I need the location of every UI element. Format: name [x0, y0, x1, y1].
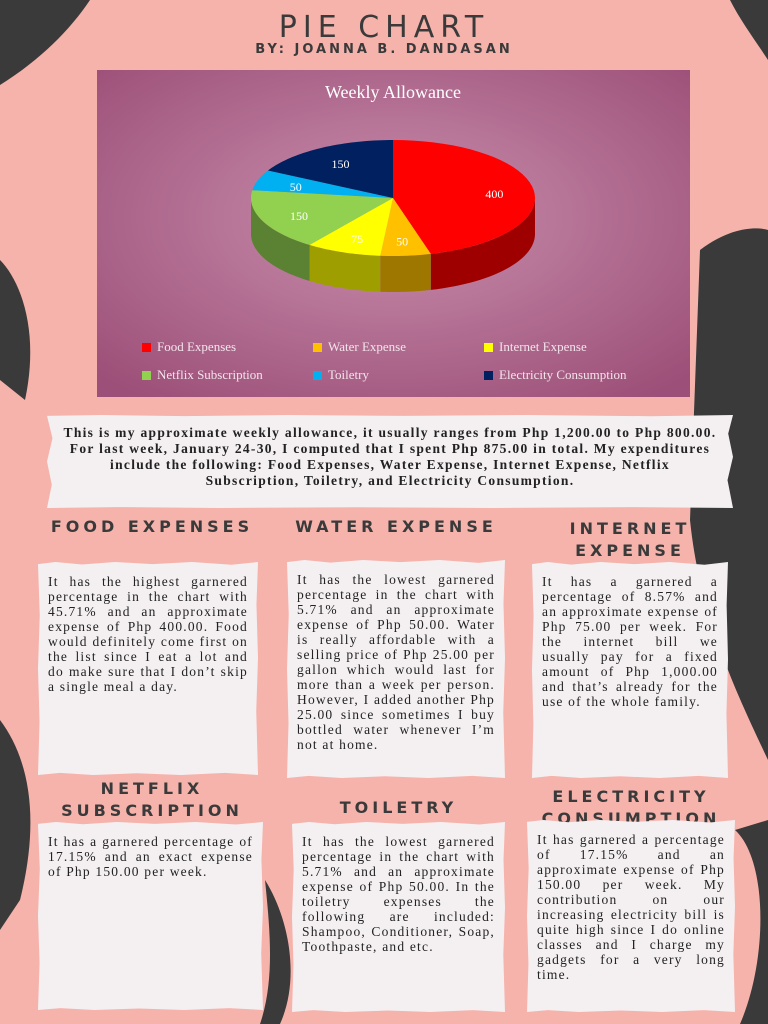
pie-slice — [252, 170, 393, 198]
data-label: 150 — [332, 157, 350, 171]
section-title: FOOD EXPENSES — [50, 517, 254, 536]
poster-title: PIE CHART — [278, 10, 490, 45]
legend-swatch — [484, 371, 493, 380]
section-text: It has garnered a percentage of 17.15% a… — [527, 820, 735, 1012]
legend-label: Toiletry — [328, 367, 369, 382]
pie-slice — [251, 190, 393, 245]
byline: BY: JOANNA B. DANDASAN — [255, 42, 513, 57]
section-title: INTERNET EXPENSE — [569, 519, 691, 560]
legend-swatch — [313, 371, 322, 380]
section-text: It has the lowest garnered percentage in… — [287, 560, 505, 778]
legend-swatch — [484, 343, 493, 352]
chart: Weekly Allowance 400 50 75 150 50 150 Food Exp… — [97, 70, 690, 397]
legend-label: Electricity Consumption — [499, 367, 627, 382]
section-title: WATER EXPENSE — [295, 517, 497, 536]
pie-slice — [267, 140, 393, 198]
legend-label: Water Expense — [328, 339, 406, 354]
data-label: 50 — [396, 234, 408, 248]
intro-text: This is my approximate weekly allowance,… — [47, 415, 733, 508]
pie-slice-side — [309, 244, 381, 292]
data-label: 400 — [485, 187, 503, 201]
data-label: 75 — [351, 232, 363, 246]
section-text: It has the lowest garnered percentage in… — [292, 822, 505, 1012]
legend-label: Internet Expense — [499, 339, 587, 354]
data-label: 150 — [290, 209, 308, 223]
pie-slice-side — [430, 198, 535, 290]
pie-slice — [309, 198, 393, 256]
pie-slice-side — [251, 198, 310, 281]
data-label: 50 — [290, 180, 302, 194]
section-text: It has a garnered percentage of 17.15% a… — [38, 822, 263, 1010]
legend-label: Netflix Subscription — [157, 367, 263, 382]
legend-swatch — [142, 343, 151, 352]
section-title: NETFLIX SUBSCRIPTION — [61, 779, 243, 820]
pie-slice — [380, 198, 431, 256]
chart-title: Weekly Allowance — [325, 82, 461, 102]
section-text: It has the highest garnered percentage i… — [38, 562, 258, 775]
legend-swatch — [313, 343, 322, 352]
legend-label: Food Expenses — [157, 339, 236, 354]
section-text: It has a garnered a percentage of 8.57% … — [532, 562, 728, 778]
pie-slice-side — [380, 253, 431, 292]
pie-slice — [393, 140, 535, 254]
section-title: TOILETRY — [339, 798, 458, 817]
legend-swatch — [142, 371, 151, 380]
